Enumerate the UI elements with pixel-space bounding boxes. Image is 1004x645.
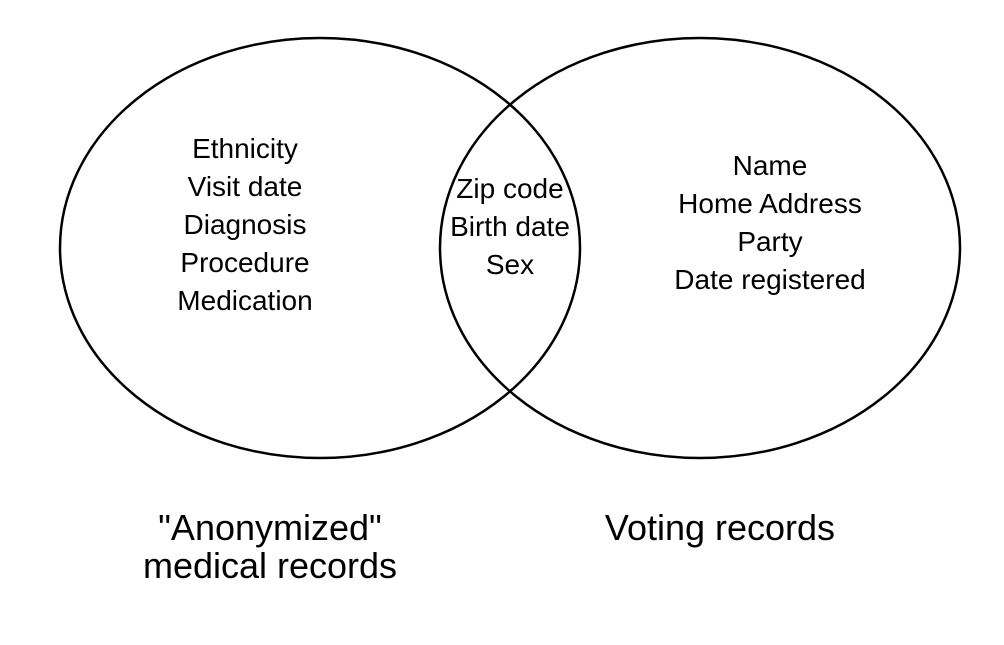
left-item-2: Diagnosis	[184, 209, 307, 240]
left-title: "Anonymized"medical records	[143, 507, 397, 586]
right-item-2: Party	[737, 226, 802, 257]
venn-diagram: Ethnicity Visit date Diagnosis Procedure Med…	[0, 0, 1004, 645]
left-item-4: Medication	[177, 285, 312, 316]
intersection-item-0: Zip code	[456, 173, 563, 204]
right-items: Name Home Address Party Date registered	[674, 150, 865, 295]
left-title-line-1: medical records	[143, 545, 397, 586]
right-title-line-0: Voting records	[605, 507, 835, 548]
left-item-3: Procedure	[180, 247, 309, 278]
left-item-1: Visit date	[188, 171, 303, 202]
intersection-item-1: Birth date	[450, 211, 570, 242]
left-title-line-0: "Anonymized"	[158, 507, 382, 548]
right-title: Voting records	[605, 507, 835, 548]
right-item-0: Name	[733, 150, 808, 181]
left-items: Ethnicity Visit date Diagnosis Procedure Med…	[177, 133, 312, 316]
left-circle	[60, 38, 580, 458]
left-item-0: Ethnicity	[192, 133, 298, 164]
right-circle	[440, 38, 960, 458]
intersection-item-2: Sex	[486, 249, 534, 280]
intersection-items: Zip code Birth date Sex	[450, 173, 570, 280]
right-item-1: Home Address	[678, 188, 862, 219]
right-item-3: Date registered	[674, 264, 865, 295]
